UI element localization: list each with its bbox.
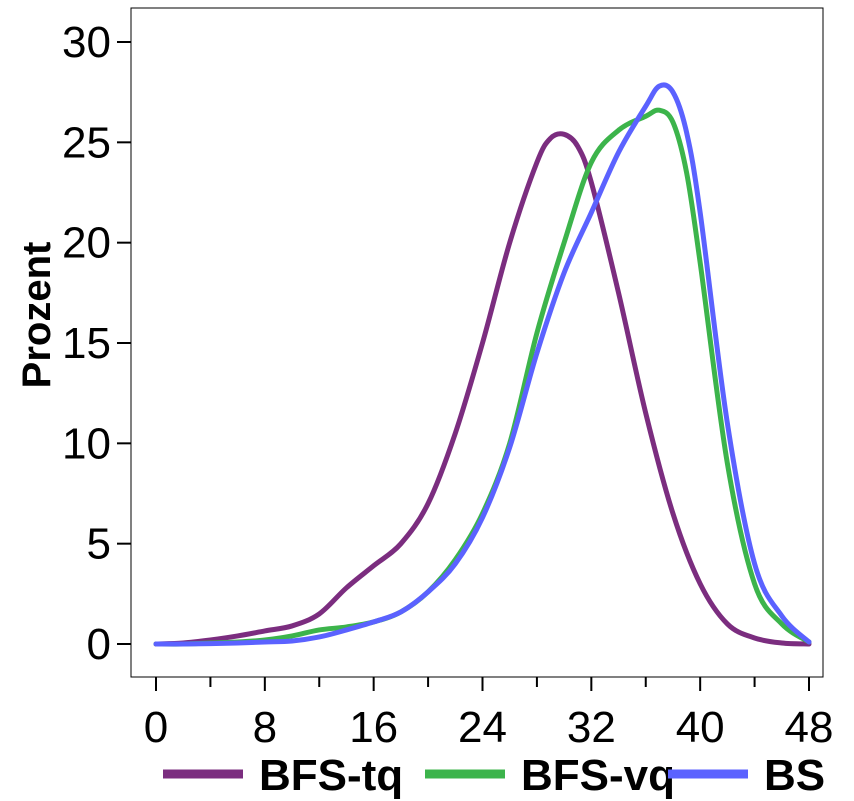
series-line-bs [153,82,812,647]
x-tick-label: 0 [144,703,168,752]
series-layer [153,82,812,647]
x-tick-label: 24 [458,703,507,752]
series-line-bfs-vq [153,107,812,647]
x-tick-label: 40 [676,703,725,752]
x-axis: 0 8 16 24 32 40 48 [144,677,834,752]
legend: BFS-tq BFS-vq BS [163,751,825,800]
y-tick-label: 30 [62,18,111,67]
y-tick-label: 5 [87,520,111,569]
x-tick-label: 8 [253,703,277,752]
y-axis: 0 5 10 15 20 25 30 [62,18,131,669]
x-tick-label: 32 [567,703,616,752]
y-tick-label: 20 [62,219,111,268]
legend-label-bs: BS [764,751,825,800]
y-tick-label: 15 [62,319,111,368]
legend-label-bfs-tq: BFS-tq [259,751,403,800]
y-tick-label: 0 [87,620,111,669]
legend-label-bfs-vq: BFS-vq [521,751,675,800]
plot-area-frame [130,7,824,678]
x-tick-label: 48 [785,703,834,752]
series-line-bfs-tq [153,131,812,647]
y-axis-title: Prozent [15,242,59,389]
y-tick-label: 25 [62,118,111,167]
y-tick-label: 10 [62,419,111,468]
x-tick-label: 16 [349,703,398,752]
